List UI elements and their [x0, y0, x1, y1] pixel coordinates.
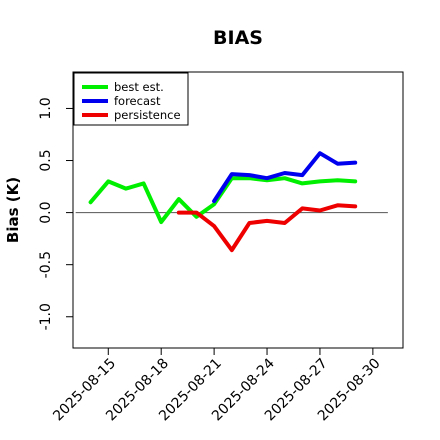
- y-tick-label: 1.0: [38, 97, 54, 119]
- series-line-forecast: [212, 151, 358, 204]
- y-tick-label: 0.5: [38, 149, 54, 171]
- x-axis: 2025-08-152025-08-182025-08-212025-08-24…: [50, 348, 384, 424]
- y-axis: -1.0 -0.5 0.0 0.5 1.0: [38, 97, 73, 330]
- series-group: [88, 151, 358, 253]
- y-tick-label: -0.5: [38, 251, 54, 278]
- y-tick-label: -1.0: [38, 303, 54, 330]
- legend-label: persistence: [114, 108, 181, 122]
- legend-label: best est.: [114, 80, 164, 94]
- chart-title: BIAS: [213, 27, 263, 49]
- series-line-persistence: [176, 203, 358, 253]
- series-line-best-est: [88, 176, 358, 224]
- plot-frame: [72, 71, 404, 349]
- y-tick-label: 0.0: [38, 201, 54, 223]
- legend-label: forecast: [114, 94, 161, 108]
- y-axis-label: Bias (K): [4, 177, 22, 243]
